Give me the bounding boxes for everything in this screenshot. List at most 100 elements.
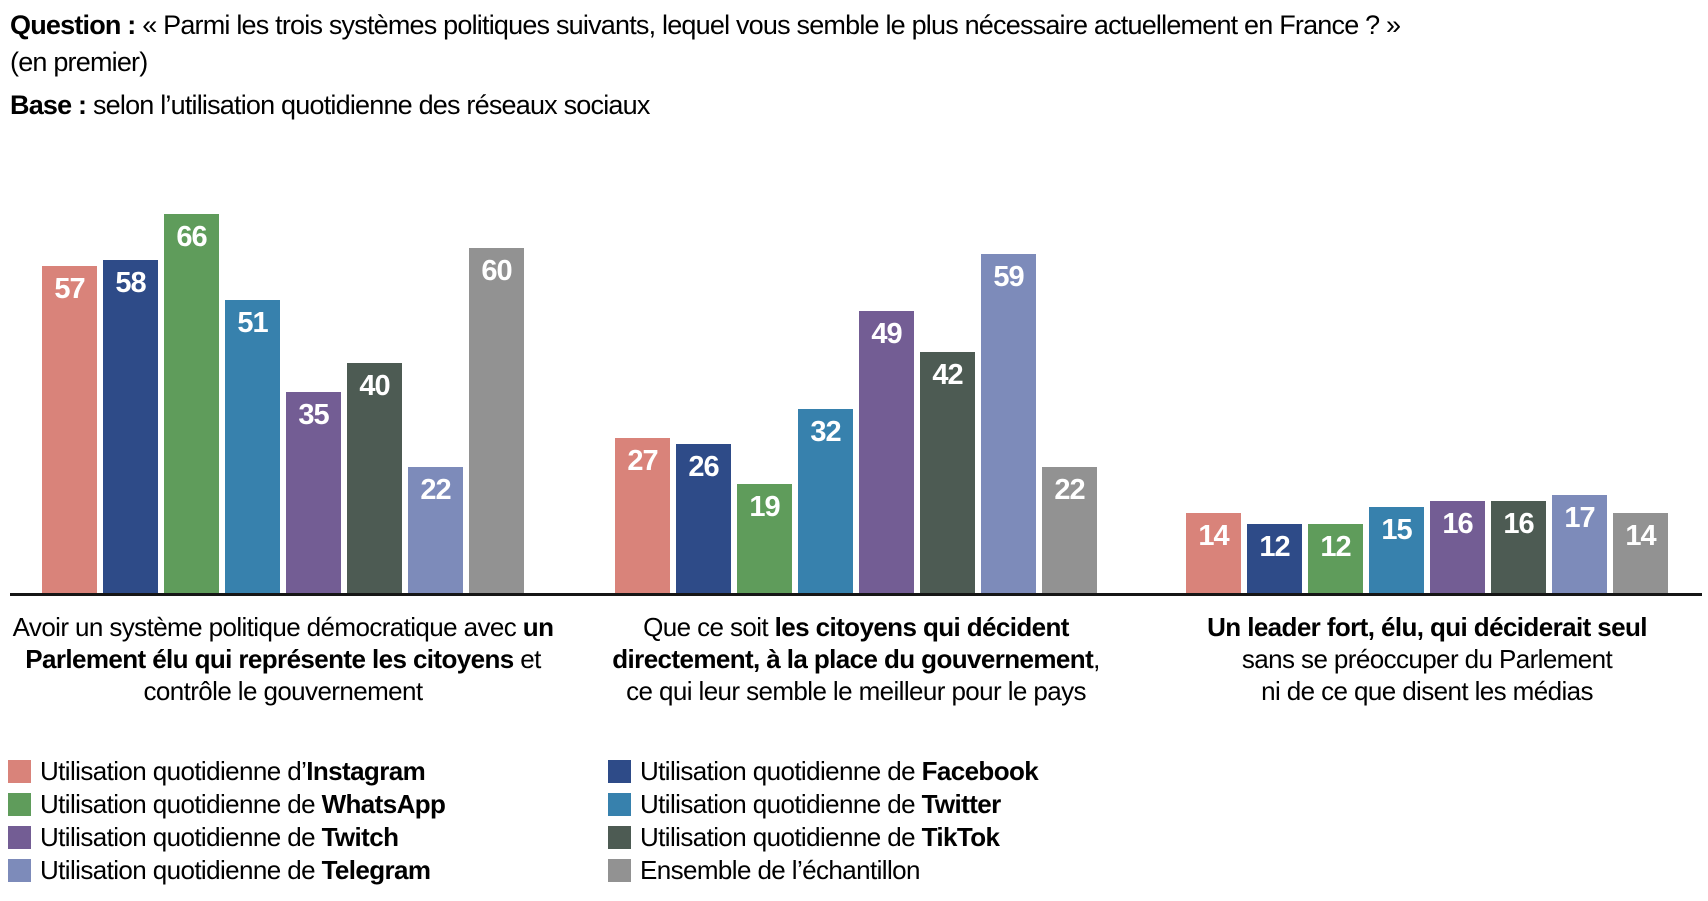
bar-telegram-group3: 17	[1552, 495, 1607, 593]
legend-swatch-twitter	[608, 793, 631, 816]
bar-value-label: 58	[115, 267, 146, 299]
bar-value-label: 16	[1503, 508, 1534, 540]
bar-facebook-group1: 58	[103, 260, 158, 593]
bar-value-label: 51	[237, 307, 268, 339]
question-label: Question :	[10, 10, 136, 40]
bar-ensemble-group3: 14	[1613, 513, 1668, 593]
bar-value-label: 12	[1320, 531, 1351, 563]
legend-swatch-whatsapp	[8, 793, 31, 816]
legend-item-twitter: Utilisation quotidienne de Twitter	[608, 788, 1038, 821]
category-label-line: contrôle le gouvernement	[143, 676, 423, 706]
bar-facebook-group3: 12	[1247, 524, 1302, 593]
base-text: selon l’utilisation quotidienne des rése…	[92, 90, 650, 120]
bar-group-1: 57 58 66 51 35 40 22 60	[42, 153, 524, 593]
category-label-line: ni de ce que disent les médias	[1261, 676, 1593, 706]
bar-twitch-group3: 16	[1430, 501, 1485, 593]
legend-label: Utilisation quotidienne de Facebook	[640, 756, 1039, 786]
legend-label: Utilisation quotidienne de Twitch	[40, 822, 399, 852]
question-line-1: Question : « Parmi les trois systèmes po…	[10, 10, 1401, 41]
bar-twitch-group2: 49	[859, 311, 914, 593]
legend-swatch-telegram	[8, 859, 31, 882]
bar-telegram-group1: 22	[408, 467, 463, 593]
legend-item-telegram: Utilisation quotidienne de Telegram	[8, 854, 445, 887]
bar-tiktok-group2: 42	[920, 352, 975, 593]
base-label: Base :	[10, 90, 87, 120]
category-label-3: Un leader fort, élu, qui déciderait seul…	[1186, 611, 1668, 707]
bar-value-label: 49	[871, 318, 902, 350]
bar-value-label: 12	[1259, 531, 1290, 563]
bar-value-label: 60	[481, 255, 512, 287]
bar-group-2: 27 26 19 32 49 42 59 22	[615, 153, 1097, 593]
category-label-1: Avoir un système politique démocratique …	[13, 611, 554, 707]
legend-item-facebook: Utilisation quotidienne de Facebook	[608, 755, 1039, 788]
bar-value-label: 17	[1564, 502, 1595, 534]
bar-value-label: 22	[420, 474, 451, 506]
bar-tiktok-group1: 40	[347, 363, 402, 593]
question-text: « Parmi les trois systèmes politiques su…	[142, 10, 1401, 40]
bar-value-label: 16	[1442, 508, 1473, 540]
category-label-line: Parlement élu qui représente les citoyen…	[25, 644, 541, 674]
bar-whatsapp-group1: 66	[164, 214, 219, 593]
bar-value-label: 40	[359, 370, 390, 402]
bar-whatsapp-group3: 12	[1308, 524, 1363, 593]
legend-swatch-twitch	[8, 826, 31, 849]
bar-value-label: 14	[1625, 520, 1656, 552]
legend-column-1: Utilisation quotidienne d’Instagram Utili…	[8, 755, 446, 887]
bar-value-label: 22	[1054, 474, 1085, 506]
bar-group-3: 14 12 12 15 16 16 17 14	[1186, 153, 1668, 593]
category-label-line: Un leader fort, élu, qui déciderait seul	[1207, 612, 1647, 642]
bar-tiktok-group3: 16	[1491, 501, 1546, 593]
bar-ensemble-group1: 60	[469, 248, 524, 593]
bar-instagram-group3: 14	[1186, 513, 1241, 593]
legend-swatch-facebook	[608, 760, 631, 783]
category-label-2: Que ce soit les citoyens qui décident dir…	[612, 611, 1100, 707]
bar-twitter-group2: 32	[798, 409, 853, 593]
bar-twitter-group3: 15	[1369, 507, 1424, 593]
bar-value-label: 35	[298, 399, 329, 431]
legend-swatch-instagram	[8, 760, 31, 783]
legend-label: Utilisation quotidienne de Twitter	[640, 789, 1001, 819]
bar-twitch-group1: 35	[286, 392, 341, 593]
x-axis-line	[10, 593, 1702, 596]
legend-swatch-tiktok	[608, 826, 631, 849]
bar-twitter-group1: 51	[225, 300, 280, 593]
category-label-line: Que ce soit les citoyens qui décident	[643, 612, 1069, 642]
legend-item-instagram: Utilisation quotidienne d’Instagram	[8, 755, 445, 788]
bar-instagram-group1: 57	[42, 266, 97, 593]
category-label-line: directement, à la place du gouvernement,	[612, 644, 1100, 674]
legend-item-tiktok: Utilisation quotidienne de TikTok	[608, 821, 1038, 854]
bar-value-label: 26	[688, 451, 719, 483]
legend-label: Ensemble de l’échantillon	[640, 855, 920, 885]
bar-value-label: 66	[176, 221, 207, 253]
bar-value-label: 32	[810, 416, 841, 448]
category-label-line: Avoir un système politique démocratique …	[12, 612, 554, 642]
category-label-line: sans se préoccuper du Parlement	[1241, 644, 1613, 674]
bar-value-label: 27	[627, 445, 658, 477]
legend-label: Utilisation quotidienne de Telegram	[40, 855, 431, 885]
bar-instagram-group2: 27	[615, 438, 670, 593]
category-label-line: ce qui leur semble le meilleur pour le p…	[626, 676, 1086, 706]
question-line-2: (en premier)	[10, 47, 148, 77]
legend-item-twitch: Utilisation quotidienne de Twitch	[8, 821, 445, 854]
bar-value-label: 59	[993, 261, 1024, 293]
legend-label: Utilisation quotidienne de WhatsApp	[40, 789, 446, 819]
bar-facebook-group2: 26	[676, 444, 731, 593]
legend-label: Utilisation quotidienne d’Instagram	[40, 756, 426, 786]
legend-item-ensemble: Ensemble de l’échantillon	[608, 854, 1038, 887]
legend-swatch-ensemble	[608, 859, 631, 882]
bar-value-label: 19	[749, 491, 780, 523]
bar-whatsapp-group2: 19	[737, 484, 792, 593]
bar-ensemble-group2: 22	[1042, 467, 1097, 593]
bar-value-label: 14	[1198, 520, 1229, 552]
legend-label: Utilisation quotidienne de TikTok	[640, 822, 1000, 852]
bar-value-label: 15	[1381, 514, 1412, 546]
bar-telegram-group2: 59	[981, 254, 1036, 593]
base-line: Base : selon l’utilisation quotidienne d…	[10, 90, 650, 121]
bar-value-label: 42	[932, 359, 963, 391]
legend-column-2: Utilisation quotidienne de Facebook Utili…	[608, 755, 1039, 887]
bar-value-label: 57	[54, 273, 85, 305]
legend-item-whatsapp: Utilisation quotidienne de WhatsApp	[8, 788, 446, 821]
